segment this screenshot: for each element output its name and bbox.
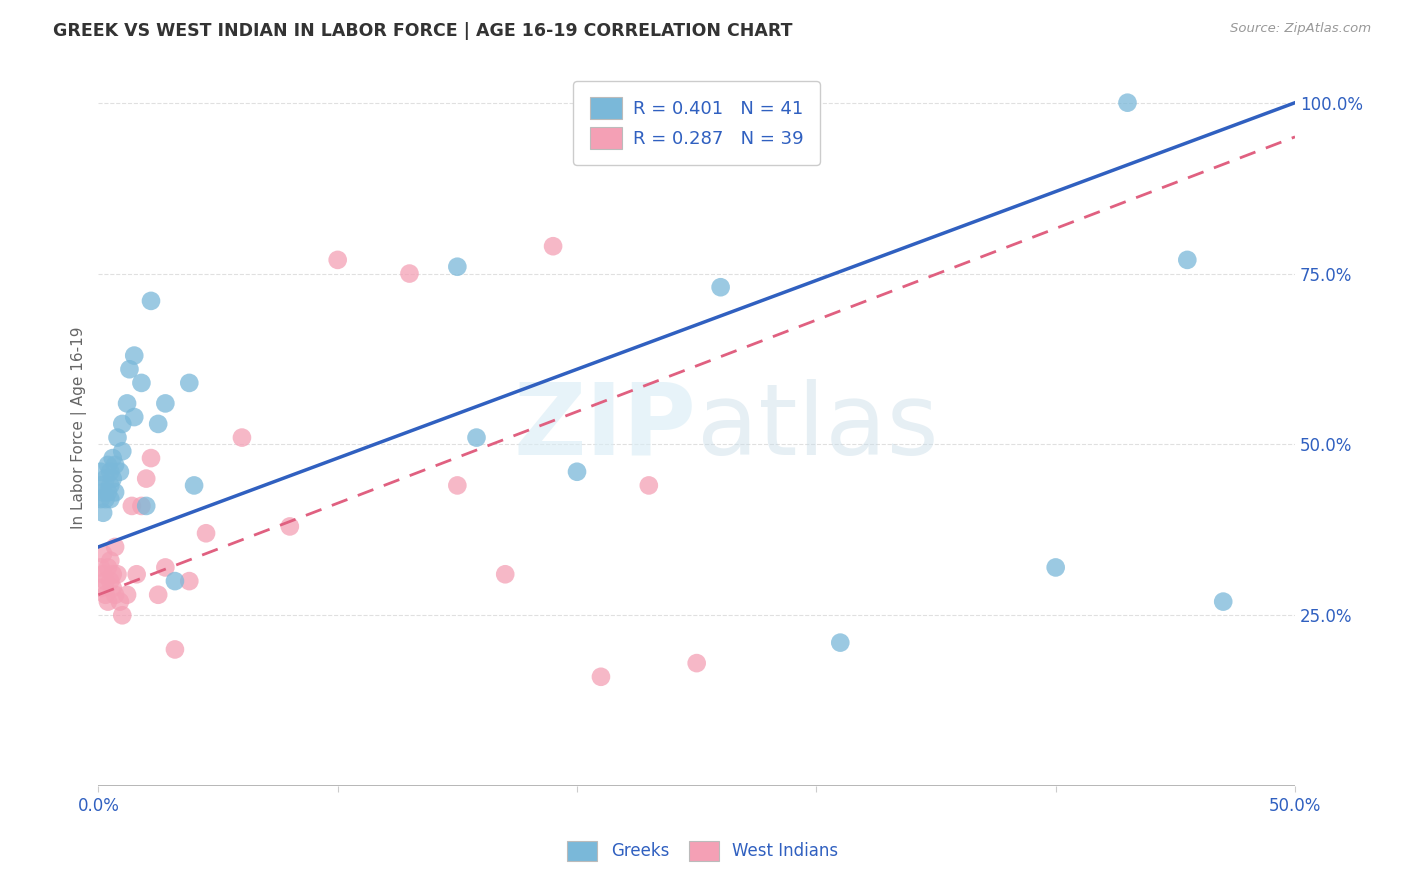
Point bbox=[278, 519, 301, 533]
Point bbox=[104, 485, 127, 500]
Point bbox=[94, 588, 117, 602]
Point bbox=[101, 451, 124, 466]
Point bbox=[183, 478, 205, 492]
Point bbox=[398, 267, 420, 281]
Point bbox=[830, 635, 852, 649]
Point bbox=[155, 396, 177, 410]
Point bbox=[97, 458, 120, 472]
Point bbox=[108, 594, 131, 608]
Point bbox=[104, 458, 127, 472]
Point bbox=[148, 417, 170, 431]
Point bbox=[111, 417, 134, 431]
Point bbox=[91, 506, 114, 520]
Point bbox=[104, 588, 127, 602]
Text: GREEK VS WEST INDIAN IN LABOR FORCE | AGE 16-19 CORRELATION CHART: GREEK VS WEST INDIAN IN LABOR FORCE | AG… bbox=[53, 22, 793, 40]
Point bbox=[139, 451, 162, 466]
Point bbox=[541, 239, 564, 253]
Point bbox=[131, 376, 153, 390]
Point bbox=[111, 444, 134, 458]
Point bbox=[122, 349, 145, 363]
Point bbox=[125, 567, 148, 582]
Point bbox=[494, 567, 516, 582]
Point bbox=[104, 540, 127, 554]
Point bbox=[148, 588, 170, 602]
Point bbox=[122, 410, 145, 425]
Point bbox=[446, 478, 468, 492]
Point bbox=[1175, 252, 1198, 267]
Point bbox=[1116, 95, 1139, 110]
Point bbox=[118, 362, 141, 376]
Point bbox=[115, 396, 138, 410]
Point bbox=[115, 588, 138, 602]
Point bbox=[465, 431, 488, 445]
Point bbox=[94, 574, 117, 588]
Point bbox=[1212, 594, 1234, 608]
Point bbox=[91, 485, 114, 500]
Point bbox=[1045, 560, 1067, 574]
Point bbox=[91, 547, 114, 561]
Point bbox=[637, 478, 659, 492]
Point bbox=[97, 560, 120, 574]
Point bbox=[91, 567, 114, 582]
Point bbox=[163, 574, 186, 588]
Point bbox=[90, 581, 112, 595]
Point bbox=[131, 499, 153, 513]
Point bbox=[97, 485, 120, 500]
Point bbox=[98, 465, 121, 479]
Point bbox=[195, 526, 218, 541]
Point bbox=[155, 560, 177, 574]
Point bbox=[101, 472, 124, 486]
Point bbox=[163, 642, 186, 657]
Point bbox=[111, 608, 134, 623]
Point bbox=[90, 478, 112, 492]
Point bbox=[710, 280, 733, 294]
Point bbox=[101, 567, 124, 582]
Point bbox=[101, 581, 124, 595]
Point bbox=[98, 553, 121, 567]
Point bbox=[179, 376, 201, 390]
Point bbox=[90, 560, 112, 574]
Point bbox=[97, 594, 120, 608]
Text: ZIP: ZIP bbox=[513, 379, 697, 475]
Legend: Greeks, West Indians: Greeks, West Indians bbox=[561, 834, 845, 868]
Y-axis label: In Labor Force | Age 16-19: In Labor Force | Age 16-19 bbox=[72, 326, 87, 529]
Legend: R = 0.401   N = 41, R = 0.287   N = 39: R = 0.401 N = 41, R = 0.287 N = 39 bbox=[574, 81, 820, 165]
Point bbox=[135, 499, 157, 513]
Point bbox=[231, 431, 253, 445]
Point bbox=[107, 567, 129, 582]
Point bbox=[179, 574, 201, 588]
Point bbox=[107, 431, 129, 445]
Text: atlas: atlas bbox=[697, 379, 938, 475]
Point bbox=[139, 293, 162, 308]
Point bbox=[98, 574, 121, 588]
Point bbox=[94, 472, 117, 486]
Text: Source: ZipAtlas.com: Source: ZipAtlas.com bbox=[1230, 22, 1371, 36]
Point bbox=[94, 492, 117, 507]
Point bbox=[734, 95, 756, 110]
Point bbox=[446, 260, 468, 274]
Point bbox=[326, 252, 349, 267]
Point bbox=[121, 499, 143, 513]
Point bbox=[589, 670, 612, 684]
Point bbox=[90, 465, 112, 479]
Point bbox=[135, 472, 157, 486]
Point bbox=[565, 465, 588, 479]
Point bbox=[98, 478, 121, 492]
Point bbox=[686, 656, 709, 670]
Point bbox=[108, 465, 131, 479]
Point bbox=[98, 492, 121, 507]
Point bbox=[90, 492, 112, 507]
